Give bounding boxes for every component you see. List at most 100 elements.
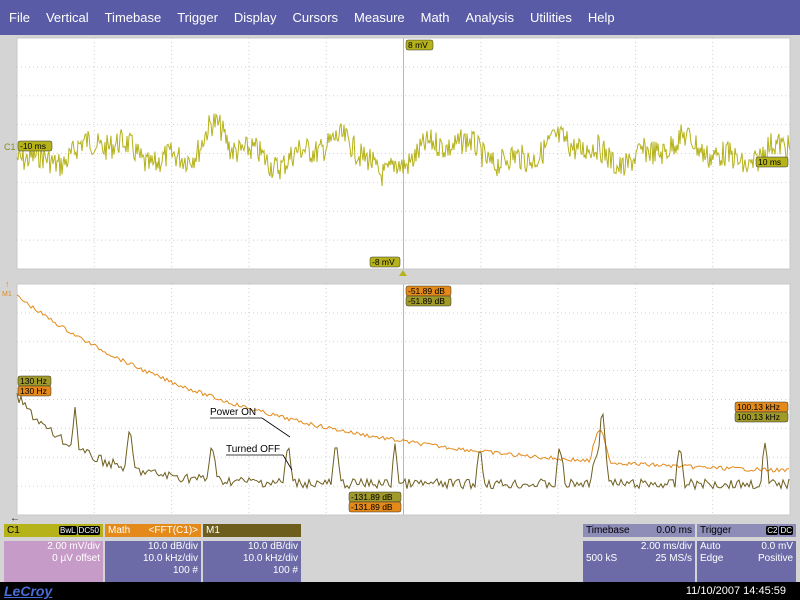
top-grid-lines <box>17 38 790 269</box>
menu-file[interactable]: File <box>9 10 30 25</box>
menu-bar: File Vertical Timebase Trigger Display C… <box>0 0 800 35</box>
c1-panel-header: C1 BwL DC50 <box>4 524 103 537</box>
c1-channel-marker[interactable]: C1 <box>4 142 16 152</box>
c1-panel-body: 2.00 mV/div 0 µV offset <box>4 541 103 586</box>
menu-help[interactable]: Help <box>587 10 615 25</box>
c1-channel-label: C1 <box>4 142 16 152</box>
timebase-panel-title: Timebase <box>586 525 630 536</box>
svg-text:10 ms: 10 ms <box>758 157 781 167</box>
trigger-type: Edge <box>700 553 724 564</box>
math-bottom-level-badge: -131.89 dB <box>348 501 402 513</box>
timebase-panel-body: 2.00 ms/div 500 kS 25 MS/s <box>583 541 695 586</box>
svg-text:-131.89 dB: -131.89 dB <box>351 492 393 502</box>
bottom-level-badge: -8 mV <box>369 256 401 268</box>
m1-marker-label: M1 <box>2 291 12 298</box>
trigger-panel-title: Trigger <box>700 525 732 536</box>
m1-vdiv: 10.0 dB/div <box>247 541 298 552</box>
math-panel-title: Math <box>108 525 131 536</box>
trigger-row-2: Edge Positive <box>700 553 793 565</box>
c1-trace <box>16 113 791 187</box>
up-arrow-icon: ↑ <box>5 279 10 289</box>
timebase-panel[interactable]: Timebase 0.00 ms 2.00 ms/div 500 kS 25 M… <box>583 524 695 586</box>
m1-bottom-level-badge: -131.89 dB <box>348 491 402 503</box>
menu-cursors[interactable]: Cursors <box>292 10 339 25</box>
trigger-panel-tags: C2 DC <box>765 525 793 536</box>
timebase-panel-header: Timebase 0.00 ms <box>583 524 695 537</box>
trigger-panel-header: Trigger C2 DC <box>697 524 796 537</box>
svg-text:100.13 kHz: 100.13 kHz <box>737 412 780 422</box>
menu-display[interactable]: Display <box>233 10 277 25</box>
c1-offset: 0 µV offset <box>52 553 100 564</box>
bandwidth-limit-tag: BwL <box>58 526 77 535</box>
menu-vertical[interactable]: Vertical <box>45 10 89 25</box>
m1-panel-title: M1 <box>206 525 220 536</box>
trigger-mode: Auto <box>700 541 721 552</box>
trigger-source-tag: C2 <box>766 526 779 535</box>
waveform-display: C1 8 mV -8 mV -10 ms 10 ms M1 ↑ -51.89 d… <box>2 37 791 523</box>
top-level-badge: 8 mV <box>405 39 434 51</box>
left-arrow-icon: ← <box>10 513 20 523</box>
svg-text:-51.89 dB: -51.89 dB <box>408 296 445 306</box>
m1-top-level-badge: -51.89 dB <box>405 295 452 307</box>
svg-text:130 Hz: 130 Hz <box>20 386 47 396</box>
svg-text:-10 ms: -10 ms <box>20 141 46 151</box>
m1-panel[interactable]: M1 10.0 dB/div 10.0 kHz/div 100 # <box>203 524 301 586</box>
status-bar: LeCroy 11/10/2007 14:45:59 <box>0 582 800 600</box>
svg-text:8 mV: 8 mV <box>408 40 428 50</box>
power-on-annotation: Power ON <box>210 407 291 438</box>
svg-text:-8 mV: -8 mV <box>372 257 395 267</box>
trigger-panel-body: Auto 0.0 mV Edge Positive <box>697 541 796 586</box>
svg-text:100.13 kHz: 100.13 kHz <box>737 402 780 412</box>
trigger-slope: Positive <box>757 553 793 564</box>
math-vdiv: 10.0 dB/div <box>147 541 198 552</box>
trigger-coupling-tag: DC <box>779 526 793 535</box>
menu-math[interactable]: Math <box>420 10 450 25</box>
left-time-badge: -10 ms <box>17 140 53 152</box>
math-panel-body: 10.0 dB/div 10.0 kHz/div 100 # <box>105 541 201 586</box>
brand-logo[interactable]: LeCroy <box>4 583 53 599</box>
menu-trigger[interactable]: Trigger <box>177 10 218 25</box>
timestamp: 11/10/2007 14:45:59 <box>685 585 786 597</box>
m1-panel-body: 10.0 dB/div 10.0 kHz/div 100 # <box>203 541 301 586</box>
m1-left-freq-badge: 130 Hz <box>17 375 52 387</box>
timebase-rate: 25 MS/s <box>655 553 692 564</box>
svg-text:Turned OFF: Turned OFF <box>226 444 280 455</box>
trigger-panel[interactable]: Trigger C2 DC Auto 0.0 mV Edge Positive <box>697 524 796 586</box>
math-points: 100 # <box>172 565 198 576</box>
svg-text:Power ON: Power ON <box>210 407 256 418</box>
trigger-position-icon[interactable] <box>399 270 407 276</box>
timebase-samples: 500 kS <box>586 553 618 564</box>
c1-panel-title: C1 <box>7 525 20 536</box>
menu-measure[interactable]: Measure <box>354 10 405 25</box>
svg-text:-131.89 dB: -131.89 dB <box>351 502 393 512</box>
menu-timebase[interactable]: Timebase <box>104 10 162 25</box>
turned-off-annotation: Turned OFF <box>226 444 293 471</box>
menu-analysis[interactable]: Analysis <box>465 10 514 25</box>
c1-vdiv: 2.00 mV/div <box>47 541 100 552</box>
trigger-level: 0.0 mV <box>761 541 793 552</box>
math-panel-function: <FFT(C1)> <box>148 525 198 536</box>
m1-trace <box>16 393 790 491</box>
m1-points: 100 # <box>272 565 298 576</box>
math-right-freq-badge: 100.13 kHz <box>734 401 789 413</box>
timebase-sample-row: 500 kS 25 MS/s <box>586 553 692 565</box>
math-hdiv: 10.0 kHz/div <box>142 553 198 564</box>
timebase-delay: 0.00 ms <box>656 525 692 536</box>
math-panel-header: Math <FFT(C1)> <box>105 524 201 537</box>
math-left-freq-badge: 130 Hz <box>17 385 52 397</box>
math-panel[interactable]: Math <FFT(C1)> 10.0 dB/div 10.0 kHz/div … <box>105 524 201 586</box>
c1-panel[interactable]: C1 BwL DC50 2.00 mV/div 0 µV offset <box>4 524 103 586</box>
timebase-div: 2.00 ms/div <box>640 541 692 552</box>
right-time-badge: 10 ms <box>755 156 789 168</box>
svg-text:-51.89 dB: -51.89 dB <box>408 286 445 296</box>
math-fft-trace <box>16 294 789 473</box>
m1-panel-header: M1 <box>203 524 301 537</box>
m1-hdiv: 10.0 kHz/div <box>242 553 298 564</box>
trigger-row-1: Auto 0.0 mV <box>700 541 793 553</box>
svg-text:130 Hz: 130 Hz <box>20 376 47 386</box>
coupling-tag: DC50 <box>77 526 100 535</box>
math-top-level-badge: -51.89 dB <box>405 285 452 297</box>
info-panels: C1 BwL DC50 2.00 mV/div 0 µV offset Math … <box>0 524 800 586</box>
c1-panel-tags: BwL DC50 <box>58 525 100 536</box>
menu-utilities[interactable]: Utilities <box>529 10 572 25</box>
